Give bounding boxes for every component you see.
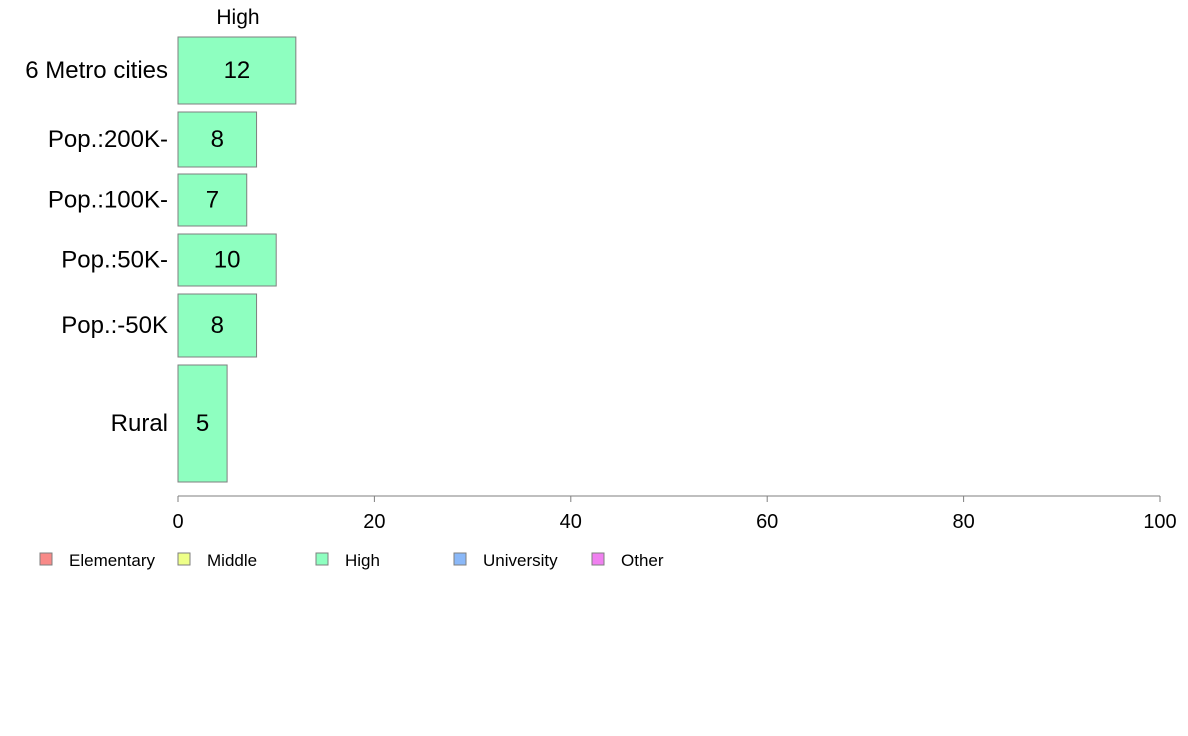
legend-label: Elementary bbox=[69, 551, 155, 570]
legend-label: Middle bbox=[207, 551, 257, 570]
chart-title: High bbox=[216, 6, 259, 29]
bar bbox=[177, 364, 228, 483]
x-tick-label: 100 bbox=[1143, 511, 1176, 533]
data-label: 5 bbox=[196, 410, 209, 437]
legend-swatch bbox=[39, 552, 53, 566]
category-label: Rural bbox=[111, 410, 168, 437]
legend-label: University bbox=[483, 551, 558, 570]
bar bbox=[177, 36, 297, 105]
x-tick-label: 80 bbox=[952, 511, 974, 533]
x-tick-label: 40 bbox=[560, 511, 582, 533]
legend-swatch bbox=[453, 552, 467, 566]
x-tick-label: 0 bbox=[172, 511, 183, 533]
bar bbox=[177, 233, 277, 287]
category-label: 6 Metro cities bbox=[25, 57, 168, 84]
legend-label: Other bbox=[621, 551, 664, 570]
category-label: Pop.:-50K bbox=[61, 312, 168, 339]
legend-swatch bbox=[177, 552, 191, 566]
category-label: Pop.:50K- bbox=[61, 247, 168, 274]
x-tick-label: 60 bbox=[756, 511, 778, 533]
x-axis: 0 20 40 60 80 100 bbox=[172, 495, 1177, 533]
data-label: 8 bbox=[211, 126, 224, 153]
category-label: Pop.:200K- bbox=[48, 126, 168, 153]
bar bbox=[177, 293, 258, 358]
bars-group: 6 Metro cities 12 Pop.:200K- 8 Pop.:100K- 7 Po… bbox=[25, 36, 297, 483]
category-label: Pop.:100K- bbox=[48, 187, 168, 214]
legend: Elementary Middle High University Other bbox=[39, 551, 664, 570]
legend-swatch bbox=[315, 552, 329, 566]
data-label: 12 bbox=[224, 57, 251, 84]
legend-label: High bbox=[345, 551, 380, 570]
data-label: 10 bbox=[214, 247, 241, 274]
bar bbox=[177, 111, 258, 168]
data-label: 7 bbox=[206, 187, 219, 214]
bar bbox=[177, 173, 248, 227]
x-tick-label: 20 bbox=[363, 511, 385, 533]
legend-swatch bbox=[591, 552, 605, 566]
data-label: 8 bbox=[211, 312, 224, 339]
